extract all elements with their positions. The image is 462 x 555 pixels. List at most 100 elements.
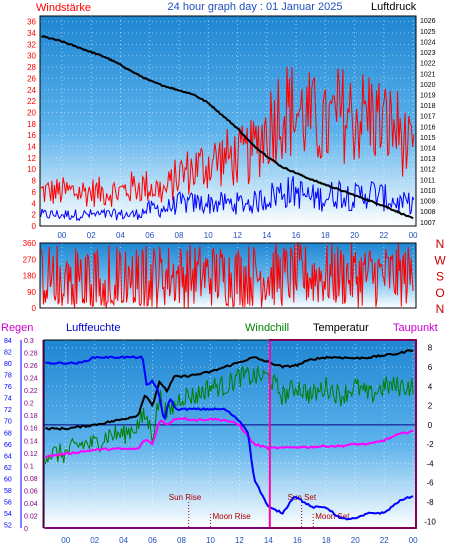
- wind-tick-label: 20: [27, 108, 36, 117]
- humidity-tick-label: 78: [4, 373, 12, 380]
- humidity-tick-label: 76: [4, 384, 12, 391]
- direction-tick-label: 90: [27, 288, 36, 297]
- pressure-tick-label: 1024: [420, 39, 436, 46]
- temperature-tick-label: -10: [424, 517, 436, 526]
- x-tick-label: 16: [293, 536, 302, 545]
- rain-tick-label: 0.06: [24, 488, 38, 495]
- pressure-series: [41, 35, 414, 220]
- pressure-tick-label: 1012: [420, 167, 436, 174]
- temperature-tick-label: -2: [426, 440, 434, 449]
- panel2-frame: [39, 242, 417, 309]
- wind-average-series: [40, 176, 415, 222]
- dewpoint-legend: Taupunkt: [393, 322, 438, 334]
- pressure-tick-label: 1014: [420, 146, 436, 153]
- wind-tick-label: 24: [27, 86, 36, 95]
- x-tick-label: 14: [264, 536, 273, 545]
- rain-tick-label: 0.3: [24, 338, 34, 345]
- temperature-tick-label: -6: [426, 479, 434, 488]
- humidity-series: [45, 355, 414, 521]
- direction-tick-label: 180: [23, 272, 37, 281]
- direction-letter: S: [436, 270, 444, 284]
- humidity-tick-label: 80: [4, 361, 12, 368]
- panel1-x-axis: 00 02 04 06 08 10 12 14 16 18 20 22 00: [57, 231, 418, 240]
- pressure-tick-label: 1018: [420, 103, 436, 110]
- pressure-tick-label: 1022: [420, 61, 436, 68]
- rain-tick-label: 0.22: [24, 388, 38, 395]
- wind-tick-label: 18: [27, 120, 36, 129]
- pressure-tick-label: 1010: [420, 188, 436, 195]
- pressure-tick-label: 1009: [420, 199, 436, 206]
- humidity-tick-label: 66: [4, 442, 12, 449]
- x-tick-label: 12: [233, 231, 242, 240]
- temperature-tick-label: -8: [426, 498, 434, 507]
- sun-rise-label: Sun Rise: [169, 493, 202, 502]
- wind-tick-label: 26: [27, 74, 36, 83]
- wind-tick-label: 2: [32, 211, 37, 220]
- x-tick-label: 18: [322, 536, 331, 545]
- x-tick-label: 02: [87, 231, 96, 240]
- wind-direction-panel: 0 90 180 270 360: [23, 239, 417, 313]
- wind-tick-label: 28: [27, 63, 36, 72]
- temperature-tick-label: 2: [428, 402, 433, 411]
- humidity-tick-label: 74: [4, 396, 12, 403]
- wind-tick-label: 0: [32, 222, 37, 231]
- rain-tick-label: 0.04: [24, 501, 38, 508]
- panel1-frame: [39, 15, 417, 227]
- x-tick-label: 06: [148, 536, 157, 545]
- wind-tick-label: 12: [27, 154, 36, 163]
- pressure-tick-label: 1021: [420, 71, 436, 78]
- humidity-tick-label: 56: [4, 499, 12, 506]
- x-tick-label: 20: [350, 231, 359, 240]
- wind-direction-series: [41, 241, 414, 308]
- panel3-background: [44, 340, 416, 528]
- wind-gust-series: [40, 66, 415, 208]
- direction-letter: N: [436, 237, 445, 251]
- rain-tick-label: 0.26: [24, 363, 38, 370]
- pressure-tick-label: 1015: [420, 135, 436, 142]
- wind-tick-label: 36: [27, 18, 36, 27]
- rain-tick-label: 0: [24, 526, 28, 533]
- x-tick-label: 22: [380, 536, 389, 545]
- wind-tick-label: 30: [27, 52, 36, 61]
- rain-tick-label: 0.28: [24, 351, 38, 358]
- windchill-legend: Windchill: [245, 322, 289, 334]
- humidity-tick-label: 54: [4, 511, 12, 518]
- humidity-tick-label: 68: [4, 430, 12, 437]
- dewpoint-series: [44, 416, 414, 459]
- panel3-x-axis: 00 02 04 06 08 10 12 14 16 18 20 22 00: [61, 536, 418, 545]
- wind-tick-label: 16: [27, 131, 36, 140]
- pressure-tick-label: 1013: [420, 156, 436, 163]
- pressure-tick-label: 1020: [420, 82, 436, 89]
- x-tick-label: 02: [90, 536, 99, 545]
- direction-letter: O: [435, 286, 444, 300]
- rain-tick-label: 0.08: [24, 476, 38, 483]
- x-tick-label: 18: [321, 231, 330, 240]
- pressure-tick-label: 1017: [420, 114, 436, 121]
- x-tick-label: 08: [177, 536, 186, 545]
- pressure-axis-title: Luftdruck: [371, 1, 417, 13]
- temperature-tick-label: -4: [426, 459, 434, 468]
- x-tick-label: 04: [119, 536, 128, 545]
- rain-tick-label: 0.1: [24, 463, 34, 470]
- temperature-tick-label: 4: [428, 382, 433, 391]
- temperature-legend: Temperatur: [313, 322, 369, 334]
- moon-rise-label: Moon Rise: [212, 512, 251, 521]
- windchill-series: [44, 366, 414, 465]
- pressure-tick-label: 1016: [420, 124, 436, 131]
- pressure-tick-label: 1019: [420, 92, 436, 99]
- rain-tick-label: 0.2: [24, 401, 34, 408]
- pressure-tick-label: 1026: [420, 18, 436, 25]
- moon-set-label: Moon Set: [315, 512, 350, 521]
- wind-pressure-panel: 0246810121416182022242628303234361007100…: [27, 15, 436, 231]
- rain-tick-label: 0.16: [24, 426, 38, 433]
- panel3-frame: [43, 339, 417, 529]
- direction-tick-label: 0: [32, 304, 37, 313]
- wind-tick-label: 4: [32, 199, 37, 208]
- direction-tick-label: 270: [23, 255, 37, 264]
- humidity-tick-label: 60: [4, 476, 12, 483]
- humidity-tick-label: 70: [4, 419, 12, 426]
- direction-letter: W: [434, 253, 446, 267]
- pressure-tick-label: 1011: [420, 177, 435, 184]
